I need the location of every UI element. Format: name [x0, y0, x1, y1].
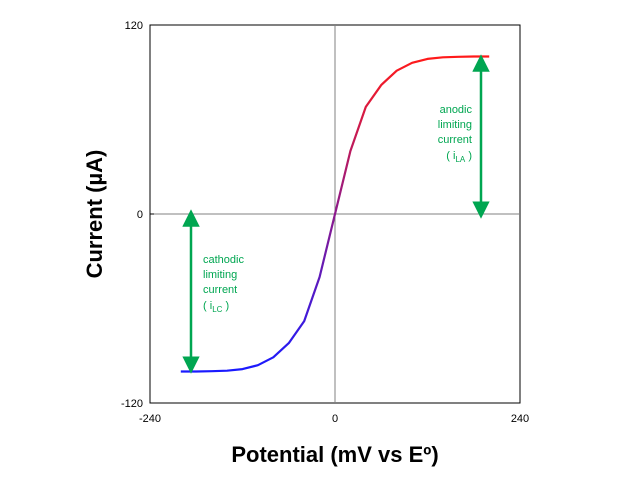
anodic-label-line-2: limiting [438, 119, 472, 131]
y-tick-label: 120 [125, 20, 143, 32]
series-line [180, 55, 490, 373]
anodic-annotation: anodic limiting current ( iLA ) [438, 54, 490, 219]
cathodic-symbol: ( iLC ) [203, 300, 229, 314]
anodic-label-line-3: current [438, 134, 472, 146]
x-tick-label: 240 [511, 413, 529, 425]
y-tick-label: -120 [121, 398, 143, 410]
x-axis-title: Potential (mV vs Eº) [231, 442, 438, 467]
anodic-label-line-1: anodic [440, 104, 473, 116]
y-axis-title: Current (µA) [82, 150, 107, 279]
cathodic-label-line-1: cathodic [203, 254, 244, 266]
cathodic-label-line-3: current [203, 284, 237, 296]
x-tick-label: -240 [139, 413, 161, 425]
y-tick-label: 0 [137, 209, 143, 221]
x-tick-labels: -240 0 240 [139, 413, 529, 425]
anodic-symbol: ( iLA ) [446, 150, 472, 164]
y-tick-marks [150, 24, 154, 404]
x-tick-label: 0 [332, 413, 338, 425]
cathodic-label-line-2: limiting [203, 269, 237, 281]
cathodic-annotation: cathodic limiting current ( iLC ) [182, 209, 244, 374]
y-tick-labels: 120 0 -120 [121, 20, 143, 410]
